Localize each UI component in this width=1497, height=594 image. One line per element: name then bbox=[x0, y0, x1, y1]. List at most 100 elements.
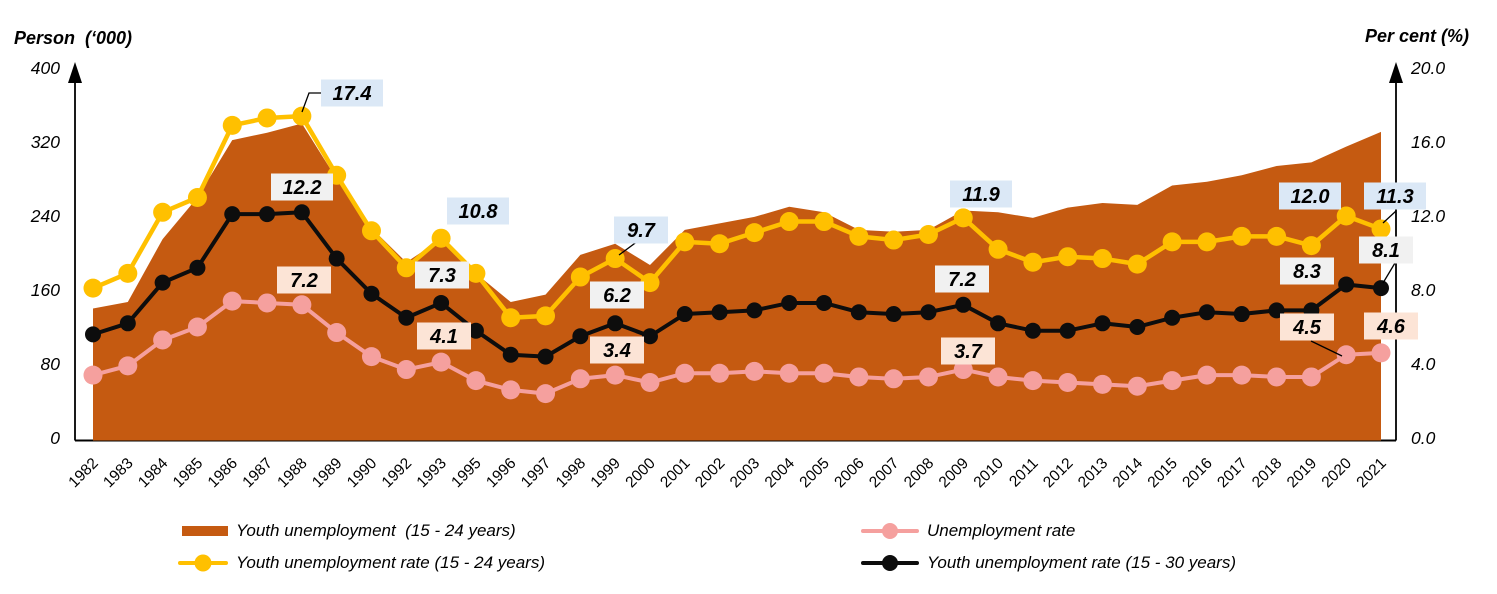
callout-box-youth_rate_15_30-2021 bbox=[1359, 236, 1413, 264]
x-axis-year-label: 1993 bbox=[414, 455, 450, 491]
point-youth_rate_15_30-2016 bbox=[1198, 304, 1215, 321]
point-youth_rate_15_30-2010 bbox=[990, 315, 1007, 332]
yellow-line-marker-icon bbox=[178, 554, 228, 572]
x-axis-year-label: 1997 bbox=[518, 455, 554, 491]
point-unemployment_rate-2001 bbox=[675, 363, 695, 383]
point-unemployment_rate-1993 bbox=[431, 352, 451, 372]
pink-line-marker-icon bbox=[861, 523, 919, 539]
point-youth_rate_15_24-1993 bbox=[431, 228, 451, 248]
callout-box-unemployment_rate-2021 bbox=[1364, 312, 1418, 340]
point-youth_rate_15_24-1982 bbox=[83, 278, 103, 298]
point-youth_rate_15_24-1990 bbox=[361, 221, 381, 241]
x-axis-year-label: 2001 bbox=[657, 455, 693, 491]
callout-value-youth_rate_15_30-1988: 12.2 bbox=[283, 177, 322, 199]
x-axis-year-label: 2000 bbox=[622, 455, 659, 492]
point-youth_rate_15_24-2017 bbox=[1232, 226, 1252, 246]
legend-item-youth-rate-15-24: Youth unemployment rate (15 - 24 years) bbox=[178, 553, 545, 573]
point-youth_rate_15_30-2004 bbox=[781, 294, 798, 311]
right-axis-title: Per cent (%) bbox=[1364, 26, 1469, 46]
x-axis-year-label: 2007 bbox=[866, 455, 902, 491]
callout-box-unemployment_rate-2009 bbox=[941, 337, 995, 365]
point-youth_rate_15_24-1997 bbox=[536, 306, 556, 326]
callout-box-youth_rate_15_30-1999 bbox=[590, 281, 644, 309]
point-unemployment_rate-1990 bbox=[361, 347, 381, 367]
callout-box-unemployment_rate-1988 bbox=[277, 266, 331, 294]
point-youth_rate_15_24-2002 bbox=[710, 234, 730, 254]
legend-label: Youth unemployment rate (15 - 24 years) bbox=[236, 553, 545, 572]
x-axis-year-label: 2002 bbox=[692, 455, 728, 491]
point-youth_rate_15_30-1992 bbox=[398, 309, 415, 326]
point-youth_rate_15_30-1990 bbox=[363, 285, 380, 302]
point-unemployment_rate-2013 bbox=[1093, 374, 1113, 394]
point-unemployment_rate-2011 bbox=[1023, 371, 1043, 391]
legend-label: Unemployment rate bbox=[927, 521, 1076, 540]
callout-value-youth_rate_15_24-1999: 9.7 bbox=[627, 220, 656, 242]
callout-leader-11.3 bbox=[1382, 210, 1397, 224]
point-youth_rate_15_24-2012 bbox=[1058, 247, 1078, 267]
point-youth_rate_15_24-1998 bbox=[570, 267, 590, 287]
x-axis-year-label: 2005 bbox=[796, 455, 832, 491]
point-youth_rate_15_24-1999 bbox=[605, 249, 625, 269]
callout-box-youth_rate_15_30-2009 bbox=[935, 265, 989, 293]
left-axis-tick-label: 400 bbox=[31, 58, 60, 78]
point-youth_rate_15_24-1985 bbox=[187, 188, 207, 207]
right-axis-tick-label: 8.0 bbox=[1411, 280, 1436, 300]
point-youth_rate_15_24-2008 bbox=[918, 225, 938, 244]
x-axis-year-label: 2020 bbox=[1319, 455, 1356, 492]
callout-value-unemployment_rate-1988: 7.2 bbox=[290, 270, 318, 292]
point-youth_rate_15_30-1984 bbox=[154, 274, 171, 291]
point-unemployment_rate-1987 bbox=[257, 293, 277, 313]
callout-box-youth_rate_15_30-1993 bbox=[415, 261, 469, 289]
x-axis-year-label: 2012 bbox=[1040, 455, 1076, 491]
callout-box-unemployment_rate-1993 bbox=[417, 322, 471, 350]
right-axis-arrow-icon bbox=[1389, 62, 1403, 83]
point-youth_rate_15_24-2010 bbox=[988, 239, 1008, 259]
point-youth_rate_15_30-1993 bbox=[433, 294, 450, 311]
x-axis-year-label: 1998 bbox=[553, 455, 589, 491]
x-axis-year-label: 2021 bbox=[1353, 455, 1389, 491]
point-unemployment_rate-2017 bbox=[1232, 365, 1252, 385]
point-youth_rate_15_30-2002 bbox=[711, 304, 728, 321]
point-unemployment_rate-2016 bbox=[1197, 365, 1217, 385]
callout-value-youth_rate_15_24-1988: 17.4 bbox=[333, 83, 372, 105]
point-youth_rate_15_24-2011 bbox=[1023, 252, 1043, 272]
point-youth_rate_15_30-1986 bbox=[224, 206, 241, 223]
point-unemployment_rate-2019 bbox=[1301, 367, 1321, 387]
legend-label: Youth unemployment (15 - 24 years) bbox=[236, 521, 516, 540]
point-unemployment_rate-1983 bbox=[118, 356, 138, 376]
point-youth_rate_15_30-1995 bbox=[467, 322, 484, 339]
right-axis-tick-label: 12.0 bbox=[1411, 206, 1445, 226]
callout-box-youth_rate_15_30-1988 bbox=[271, 173, 333, 201]
point-unemployment_rate-1986 bbox=[222, 291, 242, 311]
point-unemployment_rate-2006 bbox=[849, 367, 869, 387]
point-youth_rate_15_24-1988 bbox=[292, 106, 312, 126]
point-youth_rate_15_30-2013 bbox=[1094, 315, 1111, 332]
point-youth_rate_15_24-2019 bbox=[1301, 236, 1321, 256]
legend-label: Youth unemployment rate (15 - 30 years) bbox=[927, 553, 1236, 572]
legend-item-unemployment-rate: Unemployment rate bbox=[861, 521, 1075, 541]
point-unemployment_rate-1992 bbox=[396, 360, 416, 380]
point-youth_rate_15_30-2007 bbox=[885, 306, 902, 323]
x-axis-year-label: 1986 bbox=[205, 455, 241, 491]
point-youth_rate_15_30-2012 bbox=[1059, 322, 1076, 339]
point-youth_rate_15_24-2015 bbox=[1162, 232, 1182, 252]
callout-value-youth_rate_15_30-2009: 7.2 bbox=[948, 269, 976, 291]
point-youth_rate_15_24-1983 bbox=[118, 263, 138, 283]
x-axis-year-label: 2015 bbox=[1145, 455, 1181, 491]
point-youth_rate_15_30-2003 bbox=[746, 302, 763, 319]
point-youth_rate_15_24-2001 bbox=[675, 232, 695, 252]
point-youth_rate_15_24-1986 bbox=[222, 115, 242, 135]
x-axis-year-label: 1985 bbox=[170, 455, 206, 491]
point-youth_rate_15_24-2018 bbox=[1267, 226, 1287, 246]
point-unemployment_rate-2002 bbox=[710, 363, 730, 383]
point-unemployment_rate-1988 bbox=[292, 295, 312, 315]
x-axis-year-label: 2019 bbox=[1284, 455, 1320, 491]
callout-value-unemployment_rate-2009: 3.7 bbox=[954, 341, 983, 363]
point-youth_rate_15_30-1999 bbox=[607, 315, 624, 332]
point-youth_rate_15_30-1989 bbox=[328, 250, 345, 267]
point-unemployment_rate-2021 bbox=[1371, 343, 1391, 363]
x-axis-year-label: 2014 bbox=[1110, 455, 1147, 492]
callout-box-unemployment_rate-2020 bbox=[1280, 313, 1334, 341]
x-axis-year-label: 1989 bbox=[309, 455, 345, 491]
point-youth_rate_15_24-2005 bbox=[814, 212, 834, 232]
